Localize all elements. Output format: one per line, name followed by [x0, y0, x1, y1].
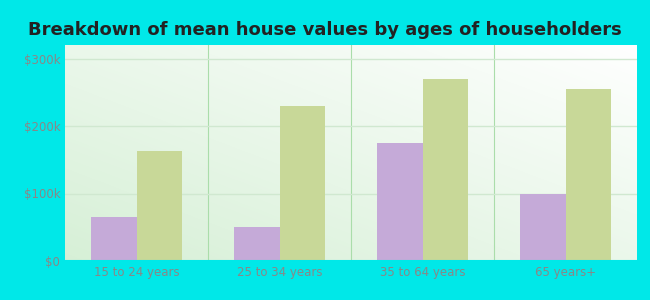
Bar	[377, 143, 423, 261]
Bar	[520, 194, 566, 261]
Bar	[280, 106, 325, 261]
Bar	[234, 227, 280, 261]
Text: Breakdown of mean house values by ages of householders: Breakdown of mean house values by ages o…	[28, 21, 622, 39]
Bar	[422, 79, 468, 261]
Bar	[566, 89, 611, 261]
Bar	[91, 217, 136, 261]
Bar	[136, 151, 182, 261]
